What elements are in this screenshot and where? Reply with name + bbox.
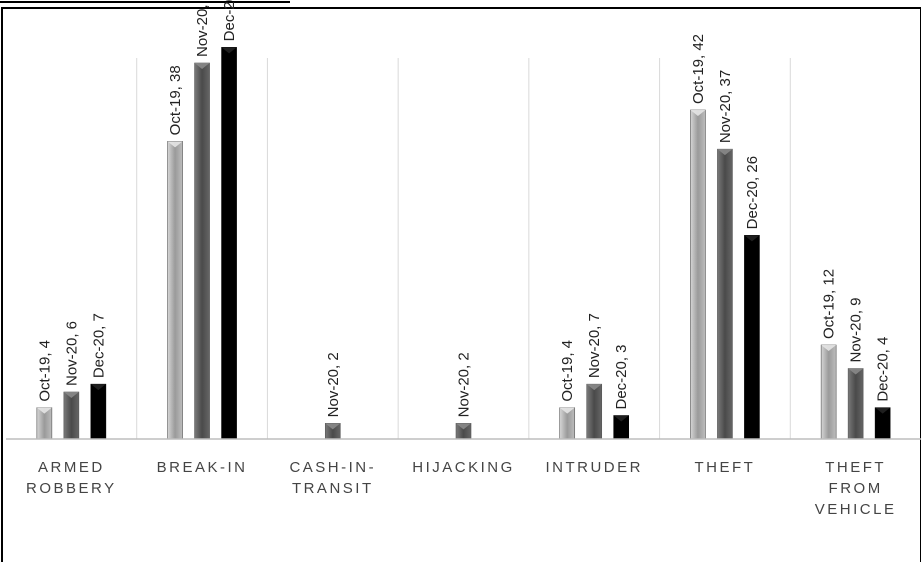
data-label-nov-5: Nov-20, 37 [717, 70, 734, 143]
data-label-dec-4: Dec-20, 3 [613, 344, 630, 409]
x-tick-line: TRANSIT [292, 480, 374, 497]
x-tick-label-0: ARMED ROBBERY [26, 459, 117, 497]
x-tick-label-4: INTRUDER [545, 459, 643, 476]
data-label-nov-3: Nov-20, 2 [456, 352, 473, 417]
x-tick-line: FROM [829, 480, 883, 497]
bar-cap-dec-1 [221, 47, 237, 54]
x-tick-line: CASH-IN- [289, 459, 376, 476]
bar-oct-5 [690, 109, 706, 440]
x-tick-line: HIJACKING [412, 459, 515, 476]
bar-dec-1 [221, 47, 237, 440]
category-separators [136, 58, 791, 439]
bar-nov-1 [194, 62, 210, 440]
bars-layer [36, 47, 891, 440]
data-label-nov-1: Nov-20, 48 [194, 0, 211, 57]
bar-oct-6 [820, 344, 837, 440]
x-tick-line: THEFT [825, 459, 886, 476]
bar-cap-dec-0 [90, 384, 106, 391]
data-label-nov-0: Nov-20, 6 [63, 321, 80, 386]
bar-cap-oct-5 [690, 110, 706, 116]
x-tick-line: THEFT [695, 459, 756, 476]
data-label-nov-2: Nov-20, 2 [325, 352, 342, 417]
x-tick-label-5: THEFT [695, 459, 756, 476]
bar-cap-oct-4 [559, 407, 575, 414]
x-tick-label-6: THEFT FROM VEHICLE [815, 459, 897, 518]
bar-dec-5 [744, 235, 760, 440]
data-label-nov-6: Nov-20, 9 [848, 297, 865, 362]
x-tick-line: INTRUDER [545, 459, 643, 476]
bar-cap-oct-0 [36, 407, 52, 414]
x-tick-label-3: HIJACKING [412, 459, 515, 476]
bar-cap-nov-3 [456, 423, 471, 430]
bar-cap-dec-5 [744, 235, 760, 242]
data-label-dec-0: Dec-20, 7 [90, 313, 107, 378]
x-tick-labels: ARMED ROBBERY BREAK-IN CASH-IN- TRANSIT HIJAC… [26, 459, 897, 518]
x-tick-line: BREAK-IN [157, 459, 248, 476]
chart-border [1, 7, 921, 562]
x-tick-line: ROBBERY [26, 480, 117, 497]
bar-cap-nov-0 [63, 392, 79, 398]
data-label-dec-6: Dec-20, 4 [875, 337, 892, 402]
data-label-oct-6: Oct-19, 12 [821, 269, 838, 339]
x-tick-line: VEHICLE [815, 501, 897, 518]
data-label-oct-5: Oct-19, 42 [690, 34, 707, 104]
bar-nov-5 [717, 148, 733, 440]
bar-cap-nov-1 [194, 63, 210, 69]
bar-cap-nov-4 [586, 384, 602, 391]
bar-cap-oct-1 [167, 141, 183, 148]
data-label-oct-1: Oct-19, 38 [167, 65, 184, 135]
bar-cap-dec-6 [875, 407, 891, 414]
bar-cap-nov-6 [848, 368, 864, 375]
data-label-dec-5: Dec-20, 26 [744, 156, 761, 229]
data-label-nov-4: Nov-20, 7 [586, 313, 603, 378]
data-labels-layer: Oct-19, 4 Nov-20, 6 Dec-20, 7 Oct-19, 38 Nov… [36, 0, 891, 417]
bar-cap-oct-6 [821, 345, 837, 351]
bar-cap-nov-5 [717, 149, 733, 156]
x-tick-label-2: CASH-IN- TRANSIT [289, 459, 376, 497]
data-label-oct-4: Oct-19, 4 [559, 340, 576, 402]
bar-nov-4 [586, 383, 603, 440]
x-tick-line: ARMED [38, 459, 105, 476]
bar-oct-1 [167, 141, 183, 440]
x-tick-label-1: BREAK-IN [157, 459, 248, 476]
bar-cap-dec-4 [613, 415, 629, 422]
bar-nov-0 [63, 391, 80, 440]
data-label-dec-1: Dec-20, 50 [221, 0, 238, 41]
data-label-oct-0: Oct-19, 4 [36, 340, 53, 402]
bar-dec-0 [90, 383, 107, 440]
bar-nov-6 [847, 368, 864, 440]
bar-cap-nov-2 [325, 423, 341, 430]
